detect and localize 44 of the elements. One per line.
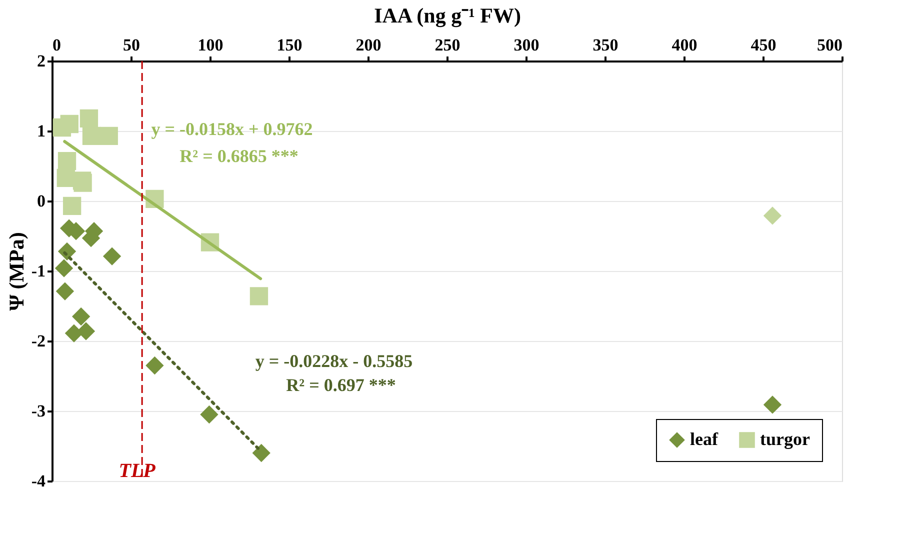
y-tick-label: -1: [31, 262, 46, 280]
point: [763, 396, 782, 414]
point: [82, 126, 101, 145]
x-tick-label: 400: [672, 36, 698, 54]
point: [54, 259, 74, 278]
x-tick-label: 450: [750, 36, 776, 54]
legend-label: turgor: [760, 429, 810, 449]
x-tick-label: 150: [276, 36, 302, 54]
legend-label: leaf: [690, 429, 719, 449]
point: [58, 152, 76, 170]
point: [60, 114, 78, 134]
x-tick-label: 100: [198, 36, 224, 54]
point: [76, 322, 96, 340]
y-axis-title: Ψ (MPa): [4, 232, 28, 311]
x-tick-label: 200: [356, 36, 382, 54]
x-tick-label: 250: [434, 36, 460, 54]
point: [80, 109, 98, 128]
point: [72, 307, 90, 326]
point: [102, 247, 122, 266]
annotation: R² = 0.6865 ***: [180, 146, 298, 166]
point: [100, 126, 118, 145]
annotation: y = -0.0228x - 0.5585: [255, 351, 413, 371]
x-tick-label: 50: [123, 36, 140, 54]
x-tick-label: 0: [52, 36, 61, 54]
y-tick-label: -4: [31, 472, 46, 490]
x-tick-label: 500: [817, 36, 842, 54]
y-tick-label: -2: [31, 332, 46, 350]
point: [763, 206, 782, 225]
point: [146, 356, 164, 375]
point: [250, 287, 268, 306]
ref-line-label: TLP: [118, 460, 156, 482]
y-tick-label: 1: [37, 122, 46, 140]
x-tick-label: 300: [514, 36, 540, 54]
y-tick-label: 2: [37, 52, 46, 70]
annotation: y = -0.0158x + 0.9762: [151, 119, 313, 139]
point: [56, 282, 74, 300]
x-tick-label: 350: [592, 36, 618, 54]
point: [200, 405, 218, 424]
x-axis-title: IAA (ng g⁻¹ FW): [374, 4, 521, 28]
annotation: R² = 0.697 ***: [286, 375, 396, 395]
y-tick-label: -3: [31, 402, 46, 420]
point: [62, 196, 82, 215]
y-tick-label: 0: [37, 192, 46, 210]
point: [252, 444, 270, 462]
